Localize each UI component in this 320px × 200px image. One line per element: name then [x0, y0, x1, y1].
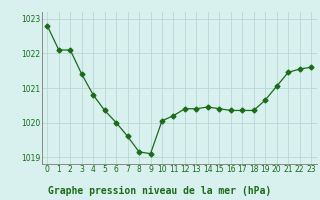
- Text: Graphe pression niveau de la mer (hPa): Graphe pression niveau de la mer (hPa): [48, 186, 272, 196]
